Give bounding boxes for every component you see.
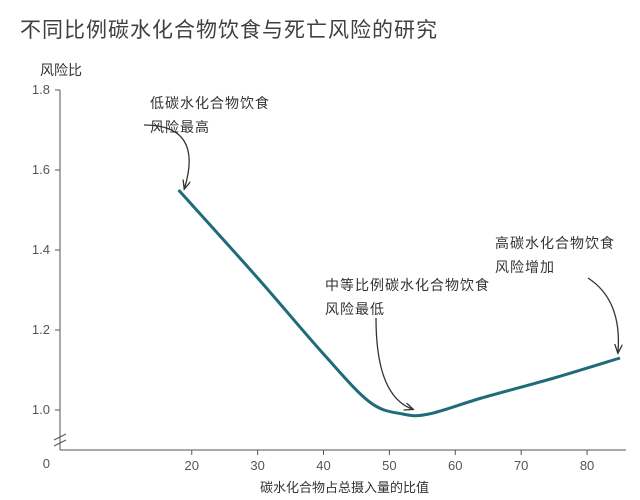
svg-text:1.2: 1.2 <box>32 322 50 337</box>
svg-text:70: 70 <box>514 458 528 473</box>
arrow-mid <box>376 318 412 409</box>
svg-text:1.8: 1.8 <box>32 82 50 97</box>
svg-text:20: 20 <box>185 458 199 473</box>
risk-curve <box>179 190 620 416</box>
svg-text:60: 60 <box>448 458 462 473</box>
annotation-mid-line1: 中等比例碳水化合物饮食 <box>325 277 490 293</box>
y-axis-label: 风险比 <box>40 62 82 78</box>
arrow-high <box>588 278 618 352</box>
annotation-low-line2: 风险最高 <box>150 119 210 135</box>
svg-text:1.4: 1.4 <box>32 242 50 257</box>
annotation-high-line2: 风险增加 <box>495 259 555 275</box>
svg-text:30: 30 <box>250 458 264 473</box>
annotation-high-carb: 高碳水化合物饮食 风险增加 <box>495 235 618 352</box>
annotation-mid-carb: 中等比例碳水化合物饮食 风险最低 <box>325 277 490 409</box>
svg-text:80: 80 <box>580 458 594 473</box>
x-axis-label: 碳水化合物占总摄入量的比值 <box>260 480 429 495</box>
svg-text:50: 50 <box>382 458 396 473</box>
annotation-high-line1: 高碳水化合物饮食 <box>495 235 615 251</box>
svg-text:1.0: 1.0 <box>32 402 50 417</box>
chart-title: 不同比例碳水化合物饮食与死亡风险的研究 <box>20 14 438 44</box>
annotation-low-carb: 低碳水化合物饮食 风险最高 <box>144 95 270 188</box>
annotation-mid-line2: 风险最低 <box>325 301 385 317</box>
annotation-low-line1: 低碳水化合物饮食 <box>150 95 270 111</box>
chart-svg: 风险比 1.0 1.2 1.4 1.6 1.8 0 20 30 40 50 60 70 80 低碳水化合… <box>0 0 640 500</box>
svg-text:1.6: 1.6 <box>32 162 50 177</box>
svg-text:0: 0 <box>43 456 50 471</box>
svg-text:40: 40 <box>316 458 330 473</box>
